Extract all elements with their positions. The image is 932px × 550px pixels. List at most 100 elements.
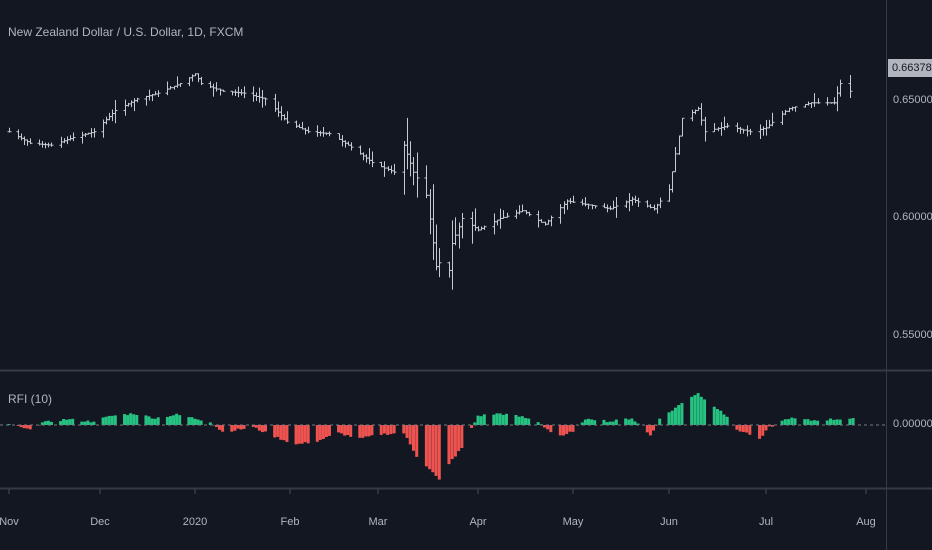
rfi-bar-negative xyxy=(460,425,464,448)
ohlc-bar xyxy=(848,75,853,99)
ohlc-bar xyxy=(156,90,161,97)
ohlc-bar xyxy=(614,197,619,218)
rfi-bar-negative xyxy=(239,425,243,430)
rfi-bar-negative xyxy=(276,425,280,437)
ohlc-bar xyxy=(699,103,704,126)
rfi-bar-positive xyxy=(199,420,203,425)
ohlc-bar xyxy=(680,117,685,137)
rfi-bar-negative xyxy=(408,425,412,445)
time-axis-ticks xyxy=(8,489,867,494)
rfi-bar-positive xyxy=(524,418,527,425)
rfi-bar-positive xyxy=(790,417,794,425)
rfi-bar-negative xyxy=(546,425,550,430)
rfi-bar-negative xyxy=(337,425,341,433)
rfi-bar-positive xyxy=(156,417,160,425)
rfi-bar-positive xyxy=(780,420,784,425)
time-axis-label: Jul xyxy=(758,516,774,528)
rfi-bar-positive xyxy=(123,414,127,425)
time-axis-label: Aug xyxy=(856,516,876,528)
ohlc-bar xyxy=(593,205,598,209)
rfi-bar-positive xyxy=(614,419,618,425)
rfi-bar-positive xyxy=(590,419,594,425)
rfi-bar-positive xyxy=(851,418,855,425)
rfi-bar-positive xyxy=(101,417,105,425)
rfi-bar-positive xyxy=(520,416,524,425)
rfi-bar-negative xyxy=(273,425,277,438)
rfi-bar-negative xyxy=(285,425,289,442)
rfi-bar-positive xyxy=(636,423,640,425)
rfi-bar-negative xyxy=(386,425,390,435)
rfi-bar-positive xyxy=(492,414,496,425)
ohlc-bar xyxy=(838,79,843,97)
rfi-bar-negative xyxy=(549,425,553,433)
rfi-bar-negative xyxy=(648,425,652,436)
rfi-bar-positive xyxy=(129,413,133,425)
rfi-bar-positive xyxy=(825,420,829,425)
ohlc-bar xyxy=(263,97,268,106)
price-axis-label: 0.55000 xyxy=(893,329,932,341)
rfi-bar-positive xyxy=(627,419,631,425)
rfi-bar-negative xyxy=(428,425,432,470)
rfi-bar-positive xyxy=(65,419,69,425)
indicator-axis-label: 0.00000 xyxy=(893,418,932,430)
ohlc-bar xyxy=(586,203,591,210)
ohlc-bar xyxy=(178,83,183,87)
rfi-bar-negative xyxy=(251,425,255,427)
rfi-bar-positive xyxy=(835,419,839,425)
ohlc-bar xyxy=(673,147,678,173)
rfi-bar-negative xyxy=(748,425,752,435)
rfi-bar-positive xyxy=(83,421,87,425)
ohlc-bar xyxy=(411,157,416,186)
ohlc-bar xyxy=(285,111,290,124)
ohlc-bar xyxy=(549,215,554,227)
rfi-bar-negative xyxy=(279,425,283,440)
rfi-bar-positive xyxy=(178,415,182,425)
rfi-bar-positive xyxy=(783,419,787,425)
rfi-bar-positive xyxy=(68,419,72,425)
rfi-bar-positive xyxy=(586,418,590,425)
ohlc-bar xyxy=(7,127,12,133)
rfi-bar-positive xyxy=(583,419,587,425)
ohlc-bar xyxy=(658,197,663,209)
main-chart-title: New Zealand Dollar / U.S. Dollar, 1D, FX… xyxy=(8,25,244,39)
ohlc-bar xyxy=(424,165,429,199)
rfi-bar-positive xyxy=(658,418,662,425)
rfi-bar-positive xyxy=(605,422,609,425)
ohlc-bar xyxy=(199,76,204,86)
rfi-bar-negative xyxy=(214,425,218,427)
rfi-bar-negative xyxy=(321,425,325,439)
rfi-bar-negative xyxy=(470,425,474,428)
rfi-bar-positive xyxy=(809,420,813,425)
time-axis-label: Nov xyxy=(0,516,19,528)
ohlc-bar xyxy=(648,204,653,209)
rfi-bar-negative xyxy=(764,425,768,431)
rfi-bar-positive xyxy=(193,418,197,425)
ohlc-bar xyxy=(825,97,830,106)
rfi-bar-positive xyxy=(630,418,634,425)
rfi-bar-negative xyxy=(233,425,237,431)
rfi-bar-negative xyxy=(450,425,454,460)
ohlc-bar xyxy=(770,112,775,127)
rfi-bar-negative xyxy=(379,425,383,435)
rfi-bar-positive xyxy=(132,414,136,425)
ohlc-bar xyxy=(741,128,746,134)
rfi-bar-positive xyxy=(787,419,791,425)
rfi-bar-positive xyxy=(172,415,176,425)
ohlc-bar xyxy=(113,100,118,124)
rfi-bar-positive xyxy=(608,421,612,425)
rfi-bar-positive xyxy=(703,399,707,425)
rfi-bar-positive xyxy=(602,419,606,425)
rfi-bar-positive xyxy=(699,396,703,425)
rfi-bar-positive xyxy=(838,419,842,425)
rfi-bar-negative xyxy=(652,425,656,431)
rfi-bar-negative xyxy=(367,425,371,437)
rfi-bar-positive xyxy=(580,422,584,425)
rfi-bar-positive xyxy=(107,415,111,425)
time-axis-label: Feb xyxy=(280,516,300,528)
rfi-bar-negative xyxy=(343,425,347,436)
rfi-bar-negative xyxy=(431,425,435,473)
rfi-bar-negative xyxy=(297,425,301,444)
rfi-bar-positive xyxy=(62,419,66,425)
rfi-bar-positive xyxy=(211,424,215,426)
